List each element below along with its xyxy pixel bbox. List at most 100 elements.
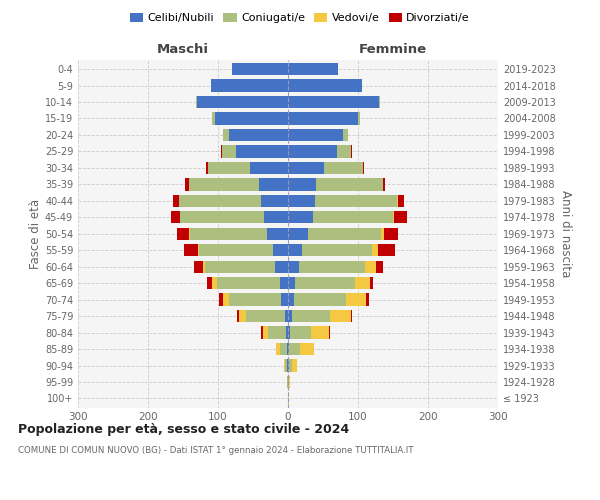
Bar bbox=[288, 63, 338, 75]
Bar bbox=[232, 63, 288, 75]
Bar bbox=[205, 260, 288, 273]
Bar bbox=[288, 277, 355, 289]
Bar bbox=[189, 228, 288, 240]
Bar bbox=[263, 326, 288, 338]
Bar bbox=[268, 326, 288, 338]
Bar bbox=[288, 96, 380, 108]
Bar bbox=[288, 294, 346, 306]
Bar bbox=[288, 162, 325, 174]
Bar bbox=[190, 228, 288, 240]
Bar bbox=[287, 343, 288, 355]
Bar bbox=[267, 228, 288, 240]
Bar bbox=[280, 343, 288, 355]
Bar bbox=[262, 326, 288, 338]
Bar bbox=[288, 260, 376, 273]
Bar bbox=[288, 294, 368, 306]
Y-axis label: Fasce di età: Fasce di età bbox=[29, 198, 42, 269]
Bar bbox=[288, 112, 360, 124]
Bar bbox=[179, 211, 288, 224]
Bar bbox=[288, 326, 311, 338]
Bar bbox=[288, 211, 407, 224]
Y-axis label: Anni di nascita: Anni di nascita bbox=[559, 190, 572, 278]
Bar bbox=[288, 80, 361, 92]
Bar bbox=[287, 376, 288, 388]
Bar bbox=[288, 145, 337, 158]
Bar bbox=[288, 96, 380, 108]
Text: COMUNE DI COMUN NUOVO (BG) - Dati ISTAT 1° gennaio 2024 - Elaborazione TUTTITALI: COMUNE DI COMUN NUOVO (BG) - Dati ISTAT … bbox=[18, 446, 413, 455]
Bar bbox=[206, 162, 288, 174]
Bar bbox=[208, 162, 288, 174]
Bar bbox=[262, 194, 288, 207]
Bar bbox=[288, 244, 302, 256]
Bar bbox=[173, 194, 288, 207]
Bar bbox=[288, 145, 351, 158]
Bar bbox=[232, 63, 288, 75]
Bar bbox=[288, 343, 314, 355]
Bar bbox=[275, 260, 288, 273]
Bar bbox=[194, 260, 288, 273]
Bar bbox=[288, 178, 316, 190]
Legend: Celibi/Nubili, Coniugati/e, Vedovi/e, Divorziati/e: Celibi/Nubili, Coniugati/e, Vedovi/e, Di… bbox=[125, 8, 475, 28]
Bar bbox=[235, 145, 288, 158]
Bar bbox=[288, 112, 358, 124]
Bar bbox=[212, 277, 288, 289]
Bar bbox=[223, 129, 288, 141]
Bar bbox=[232, 63, 288, 75]
Bar bbox=[288, 112, 360, 124]
Bar bbox=[259, 178, 288, 190]
Bar bbox=[272, 244, 288, 256]
Bar bbox=[288, 360, 292, 372]
Bar bbox=[288, 260, 299, 273]
Bar bbox=[276, 343, 288, 355]
Bar bbox=[221, 145, 288, 158]
Bar bbox=[288, 326, 330, 338]
Bar bbox=[284, 360, 288, 372]
Bar bbox=[288, 310, 352, 322]
Bar bbox=[288, 129, 348, 141]
Bar bbox=[211, 80, 288, 92]
Bar bbox=[176, 228, 288, 240]
Bar bbox=[185, 178, 288, 190]
Bar bbox=[237, 310, 288, 322]
Bar bbox=[288, 63, 338, 75]
Bar bbox=[288, 392, 289, 404]
Bar bbox=[212, 112, 288, 124]
Bar bbox=[171, 211, 288, 224]
Bar bbox=[287, 376, 288, 388]
Bar bbox=[250, 162, 288, 174]
Bar bbox=[208, 162, 288, 174]
Bar bbox=[288, 326, 290, 338]
Bar bbox=[288, 80, 361, 92]
Bar bbox=[179, 211, 288, 224]
Bar bbox=[188, 178, 288, 190]
Bar bbox=[288, 129, 348, 141]
Bar bbox=[288, 129, 348, 141]
Bar bbox=[288, 112, 360, 124]
Bar bbox=[288, 360, 297, 372]
Bar bbox=[288, 343, 289, 355]
Bar bbox=[223, 294, 288, 306]
Bar bbox=[288, 80, 361, 92]
Bar bbox=[288, 376, 290, 388]
Bar bbox=[288, 211, 394, 224]
Bar bbox=[288, 178, 383, 190]
Bar bbox=[288, 80, 361, 92]
Bar bbox=[199, 244, 288, 256]
Bar bbox=[239, 310, 288, 322]
Text: Popolazione per età, sesso e stato civile - 2024: Popolazione per età, sesso e stato civil… bbox=[18, 422, 349, 436]
Bar bbox=[221, 145, 288, 158]
Text: Maschi: Maschi bbox=[157, 43, 209, 56]
Bar bbox=[223, 129, 288, 141]
Bar bbox=[288, 326, 329, 338]
Bar bbox=[288, 162, 364, 174]
Bar bbox=[232, 63, 288, 75]
Bar bbox=[288, 310, 330, 322]
Bar bbox=[276, 343, 288, 355]
Bar bbox=[288, 194, 398, 207]
Bar bbox=[203, 260, 288, 273]
Bar bbox=[288, 162, 363, 174]
Bar bbox=[229, 294, 288, 306]
Bar bbox=[288, 376, 290, 388]
Bar bbox=[288, 310, 351, 322]
Bar bbox=[288, 244, 372, 256]
